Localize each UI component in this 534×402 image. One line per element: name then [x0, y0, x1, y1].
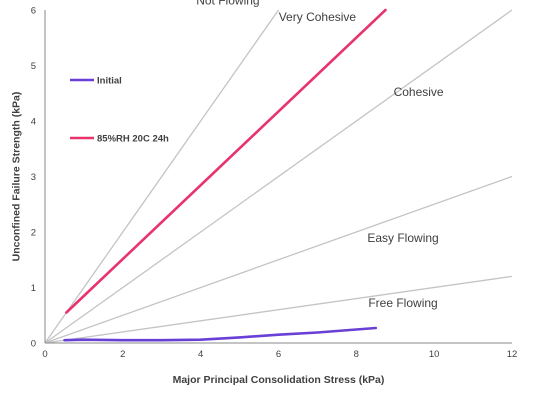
- reference-line-3: [44, 175, 513, 344]
- legend-label-1: Initial: [97, 76, 122, 87]
- y-tick-label: 0: [31, 339, 36, 350]
- y-tick-label: 4: [31, 117, 36, 128]
- legend-label-2: 85%RH 20C 24h: [97, 134, 169, 145]
- x-tick-label: 2: [120, 349, 125, 360]
- region-label: Not Flowing: [196, 0, 259, 7]
- legend: Initial 85%RH 20C 24h: [70, 76, 169, 145]
- series-line-1: [63, 326, 378, 342]
- region-label: Free Flowing: [368, 296, 437, 310]
- y-tick-label: 2: [31, 228, 36, 239]
- y-tick-label: 3: [31, 172, 36, 183]
- x-tick-label: 4: [198, 349, 203, 360]
- region-label: Very Cohesive: [279, 10, 357, 24]
- x-tick-label: 0: [42, 349, 47, 360]
- y-tick-label: 6: [31, 6, 36, 17]
- reference-line-1: [44, 9, 280, 344]
- reference-line-4: [44, 275, 513, 344]
- flowability-reference-lines: [44, 9, 513, 344]
- x-tick-label: 6: [276, 349, 281, 360]
- data-series: [63, 8, 387, 342]
- series-line-2: [65, 8, 387, 314]
- region-label: Easy Flowing: [367, 231, 438, 245]
- y-axis-title: Unconfined Failure Strength (kPa): [11, 92, 23, 262]
- flow-region-labels: Not Flowing Very Cohesive Cohesive Easy Flo…: [196, 0, 444, 310]
- x-tick-label: 12: [507, 349, 518, 360]
- x-axis-title: Major Principal Consolidation Stress (kP…: [173, 374, 385, 386]
- y-tick-label: 5: [31, 61, 36, 72]
- x-tick-label: 10: [429, 349, 440, 360]
- region-label: Cohesive: [394, 85, 444, 99]
- x-tick-label: 8: [354, 349, 359, 360]
- reference-line-2: [44, 9, 513, 344]
- axes: [44, 10, 512, 344]
- y-tick-label: 1: [31, 283, 36, 294]
